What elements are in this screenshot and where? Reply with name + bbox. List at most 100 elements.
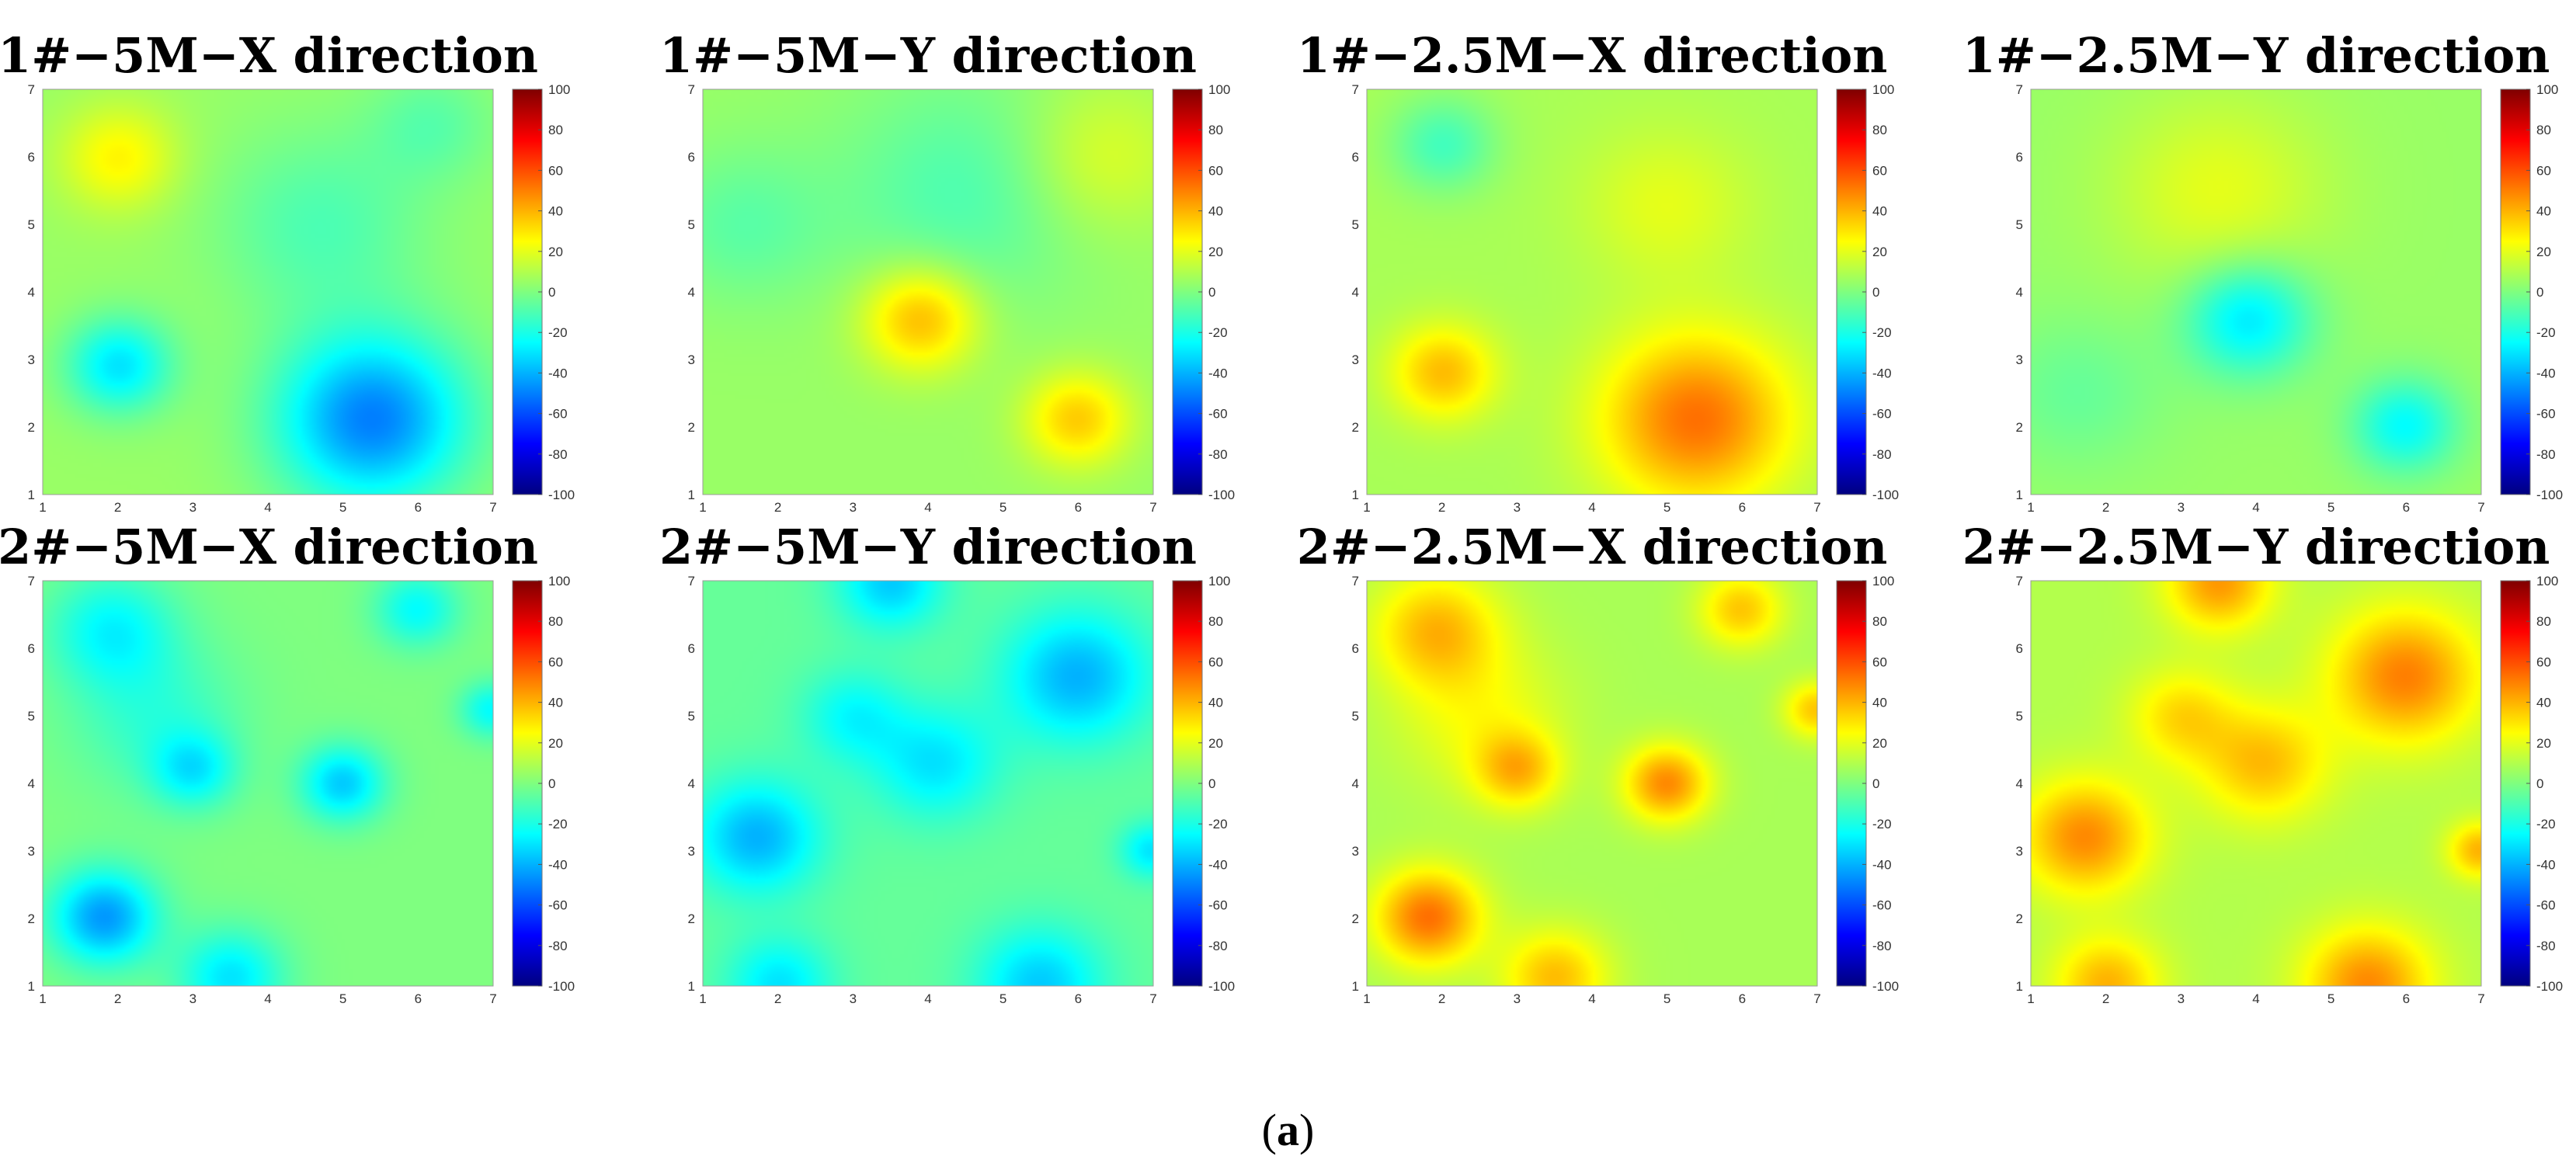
colorbar-tick-label: -100 [2536, 979, 2563, 994]
y-tick-label: 2 [688, 911, 695, 926]
panel-title: 1#−2.5M−Y direction [1962, 27, 2550, 84]
panel-title: 1#−5M−Y direction [659, 27, 1197, 84]
y-tick-label: 5 [2016, 709, 2023, 724]
y-tick-label: 6 [28, 641, 35, 656]
colorbar-tick-label: -40 [1208, 366, 1228, 380]
x-tick-label: 2 [774, 991, 781, 1006]
x-tick-label: 4 [2252, 991, 2259, 1006]
colorbar-tick-label: 60 [2536, 163, 2551, 178]
figure-caption: (a) [0, 1104, 2576, 1156]
y-tick-label: 4 [28, 776, 35, 791]
y-tick-label: 1 [2016, 488, 2023, 502]
x-tick-label: 4 [264, 991, 271, 1006]
x-tick-label: 2 [114, 991, 121, 1006]
colorbar-tick-label: -60 [1208, 407, 1228, 422]
x-tick-label: 6 [415, 991, 422, 1006]
y-tick-label: 4 [2016, 776, 2023, 791]
y-tick-label: 1 [688, 979, 695, 994]
plot-frame [2030, 89, 2482, 495]
colorbar-tick-label: 100 [1872, 82, 1894, 97]
colorbar-tick-label: -40 [2536, 857, 2556, 872]
colorbar-tick-label: -80 [1208, 447, 1228, 462]
colorbar-tick-label: 0 [548, 285, 555, 300]
colorbar [2500, 89, 2531, 495]
plot-frame [702, 89, 1154, 495]
colorbar-tick-label: 20 [548, 736, 563, 751]
y-tick-label: 3 [1352, 844, 1359, 859]
colorbar-tick-label: -80 [1872, 447, 1892, 462]
x-tick-label: 6 [1739, 500, 1746, 515]
y-tick-label: 5 [688, 217, 695, 232]
y-tick-label: 6 [688, 150, 695, 165]
x-tick-label: 6 [1075, 991, 1082, 1006]
plot-frame [1366, 89, 1818, 495]
caption-letter: a [1277, 1105, 1299, 1155]
colorbar-tick-label: 40 [2536, 204, 2551, 219]
heatmap-panel-2: 1#−5M−Y direction 1 2 3 4 5 6 7 1 2 3 4 5 6 7 100 80 60 40… [659, 27, 1235, 515]
colorbar-tick-label: 40 [1872, 696, 1887, 710]
panel-title: 2#−5M−X direction [0, 519, 538, 575]
colorbar-tick-label: -20 [548, 817, 568, 831]
colorbar-tick-label: -80 [1208, 939, 1228, 953]
colorbar-tick-label: -100 [1872, 979, 1899, 994]
colorbar-tick-label: 80 [1208, 614, 1223, 629]
x-tick-label: 7 [1813, 991, 1820, 1006]
y-tick-label: 2 [2016, 911, 2023, 926]
y-tick-label: 5 [2016, 217, 2023, 232]
colorbar-tick-label: -100 [548, 979, 575, 994]
heatmap-field [1367, 581, 1817, 986]
heatmap-field [2031, 581, 2481, 986]
y-tick-label: 1 [28, 488, 35, 502]
y-tick-label: 6 [2016, 641, 2023, 656]
heatmap-field [703, 89, 1153, 495]
colorbar-tick-label: -20 [1208, 817, 1228, 831]
x-tick-label: 7 [1149, 991, 1156, 1006]
caption-open: ( [1261, 1105, 1277, 1155]
y-tick-label: 2 [688, 420, 695, 435]
heatmap-field [2031, 89, 2481, 495]
colorbar-tick-label: -20 [1872, 817, 1892, 831]
colorbar-tick-label: 40 [548, 696, 563, 710]
x-tick-label: 1 [699, 500, 706, 515]
heatmap-panel-8: 2#−2.5M−Y direction 1 2 3 4 5 6 7 1 2 3 4 5 6 7 100 80 60… [1962, 519, 2563, 1006]
y-tick-label: 2 [1352, 911, 1359, 926]
colorbar-tick-label: 20 [2536, 736, 2551, 751]
y-tick-label: 5 [28, 709, 35, 724]
colorbar-tick-label: 80 [2536, 614, 2551, 629]
y-tick-label: 5 [688, 709, 695, 724]
y-tick-label: 4 [2016, 285, 2023, 300]
y-tick-label: 7 [688, 574, 695, 588]
heatmap-panel-6: 2#−5M−Y direction 1 2 3 4 5 6 7 1 2 3 4 5 6 7 100 80 60 40… [659, 519, 1235, 1006]
y-tick-label: 7 [28, 574, 35, 588]
y-tick-label: 6 [1352, 150, 1359, 165]
colorbar-tick-label: -40 [1872, 857, 1892, 872]
x-tick-label: 7 [489, 991, 496, 1006]
colorbar-tick-label: -40 [1872, 366, 1892, 380]
y-tick-label: 6 [28, 150, 35, 165]
colorbar-tick-label: 80 [548, 614, 563, 629]
heatmap-panel-1: 1#−5M−X direction 1 2 3 4 5 6 7 1 2 3 4 5 6 7 100 80 60 40… [0, 27, 575, 515]
panel-title: 1#−2.5M−X direction [1297, 27, 1888, 84]
colorbar-tick-label: 40 [548, 204, 563, 219]
plot-frame [42, 89, 494, 495]
x-tick-label: 5 [999, 991, 1006, 1006]
x-tick-label: 1 [39, 500, 46, 515]
x-tick-label: 7 [489, 500, 496, 515]
colorbar-tick-label: -40 [548, 366, 568, 380]
colorbar-tick-label: 100 [2536, 574, 2558, 588]
x-tick-label: 4 [264, 500, 271, 515]
colorbar-tick-label: 60 [2536, 654, 2551, 669]
y-tick-label: 5 [1352, 709, 1359, 724]
y-tick-label: 1 [688, 488, 695, 502]
colorbar-tick-label: -60 [548, 898, 568, 913]
y-tick-label: 5 [28, 217, 35, 232]
colorbar-tick-label: 40 [1208, 696, 1223, 710]
y-tick-label: 7 [1352, 82, 1359, 97]
x-tick-label: 1 [1363, 991, 1370, 1006]
x-tick-label: 5 [2327, 500, 2334, 515]
y-tick-label: 5 [1352, 217, 1359, 232]
colorbar-tick-label: -100 [1208, 979, 1235, 994]
colorbar-tick-label: 60 [1872, 163, 1887, 178]
colorbar-tick-label: 60 [1872, 654, 1887, 669]
colorbar-tick-label: 20 [1208, 245, 1223, 259]
